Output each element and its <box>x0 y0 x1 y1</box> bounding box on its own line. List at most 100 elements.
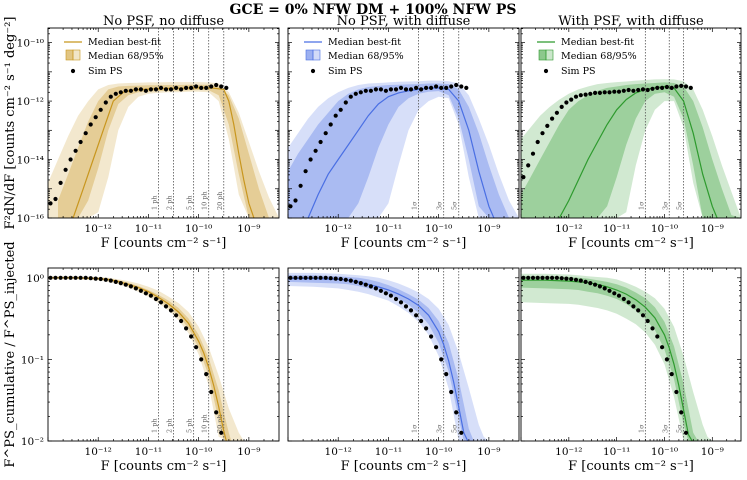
sim-ps-point <box>449 389 454 395</box>
sim-ps-point <box>308 157 313 162</box>
sim-ps-point <box>429 334 434 339</box>
sim-ps-point <box>199 85 204 90</box>
sim-ps-point <box>343 277 348 282</box>
sim-ps-point <box>444 372 449 377</box>
sim-ps-point <box>616 293 622 298</box>
sim-ps-point <box>209 389 214 395</box>
sim-ps-point <box>645 87 650 93</box>
sim-ps-point <box>78 275 83 280</box>
sim-ps-point <box>650 86 655 91</box>
sim-ps-point <box>328 276 333 281</box>
x-tick-label: 10⁻¹⁰ <box>425 446 452 458</box>
sim-ps-point <box>158 300 164 305</box>
sim-ps-point <box>444 85 449 90</box>
panel-title: No PSF, with diffuse <box>337 14 471 29</box>
sim-ps-point <box>53 275 58 280</box>
sim-ps-point <box>631 88 636 93</box>
sim-ps-point <box>640 87 646 92</box>
sim-ps-point <box>373 87 378 92</box>
sim-ps-point <box>383 88 388 93</box>
sim-ps-point <box>348 278 353 283</box>
sim-ps-point <box>194 345 199 350</box>
sim-ps-point <box>434 345 439 350</box>
sim-ps-point <box>398 85 404 90</box>
x-axis-label: F [counts cm⁻² s⁻¹] <box>341 459 467 474</box>
sim-ps-point <box>313 148 318 153</box>
sim-ps-point <box>588 91 593 96</box>
x-tick-label: 10⁻¹² <box>325 446 352 458</box>
sim-ps-point <box>219 84 224 89</box>
sim-ps-point <box>616 89 622 94</box>
sim-ps-point <box>597 284 603 289</box>
vline-label: 3σ <box>436 201 444 210</box>
sim-ps-point <box>545 123 550 128</box>
sim-ps-point <box>313 275 318 280</box>
y-tick-label: 10⁻¹⁶ <box>17 213 44 225</box>
vline-label: 5σ <box>451 201 459 210</box>
sim-ps-point <box>123 88 128 93</box>
sim-ps-point <box>597 90 603 95</box>
sim-ps-point <box>63 167 68 172</box>
sim-ps-point <box>174 313 179 318</box>
legend-sim-label: Sim PS <box>561 66 595 77</box>
sim-ps-point <box>449 84 454 89</box>
median-line <box>558 85 718 218</box>
sim-ps-point <box>88 276 93 281</box>
sim-ps-point <box>133 87 138 92</box>
sim-ps-point <box>655 85 660 90</box>
sim-ps-point <box>303 275 308 280</box>
vline-label: 20 ph <box>216 414 224 433</box>
sim-ps-point <box>83 275 88 280</box>
sim-ps-point <box>143 291 148 296</box>
sim-ps-point <box>209 84 214 89</box>
sim-ps-point <box>103 277 108 282</box>
vline-label: 2 ph <box>166 195 174 210</box>
sim-ps-point <box>174 85 179 90</box>
sim-ps-point <box>612 89 617 94</box>
sim-ps-point <box>650 326 655 331</box>
sim-ps-point <box>459 84 464 89</box>
median-line <box>72 87 255 218</box>
sim-ps-point <box>93 115 98 120</box>
x-axis-label: F [counts cm⁻² s⁻¹] <box>101 459 227 474</box>
band-95 <box>521 273 713 441</box>
sim-ps-point <box>368 284 373 289</box>
x-tick-label: 10⁻⁹ <box>701 446 724 458</box>
sim-ps-point <box>559 276 564 281</box>
x-tick-label: 10⁻¹¹ <box>135 223 162 235</box>
median-line <box>521 279 693 441</box>
sim-ps-point <box>545 275 550 280</box>
vline-label: 1 ph <box>150 418 158 433</box>
band-95 <box>521 79 741 218</box>
sim-ps-point <box>323 275 328 280</box>
sim-ps-point <box>138 288 143 293</box>
sim-ps-point <box>189 85 194 90</box>
sim-ps-point <box>388 87 393 92</box>
sim-ps-point <box>348 94 353 99</box>
legend-median-label: Median best-fit <box>328 37 401 48</box>
sim-ps-point <box>408 87 414 92</box>
sim-ps-point <box>48 201 53 206</box>
sim-ps-point <box>660 85 665 90</box>
sim-ps-point <box>113 91 118 96</box>
sim-ps-point <box>179 318 184 324</box>
sim-ps-point <box>669 372 674 377</box>
sim-ps-point <box>214 82 219 88</box>
sim-ps-point <box>573 94 579 99</box>
sim-ps-point <box>358 90 363 95</box>
sim-ps-point <box>363 282 368 287</box>
sim-ps-point <box>419 87 424 92</box>
x-tick-label: 10⁻⁹ <box>701 223 724 235</box>
sim-ps-point <box>298 183 303 188</box>
sim-ps-point <box>669 85 674 90</box>
band-68 <box>288 275 474 441</box>
panel-bottom-middle: 1σ 3σ 5σ 10⁻¹² 10⁻¹¹ 10⁻¹⁰ 10⁻⁹ F [counts cm⁻² … <box>287 267 520 474</box>
vline-label: 5 ph <box>186 195 194 210</box>
band-95 <box>288 80 519 218</box>
plot-area: 1 ph 2 ph 5 ph 10 ph 20 ph <box>48 28 279 218</box>
x-tick-label: 10⁻¹⁰ <box>651 223 678 235</box>
sim-ps-point <box>108 278 113 283</box>
sim-ps-point <box>403 304 409 309</box>
sim-ps-point <box>636 87 641 93</box>
